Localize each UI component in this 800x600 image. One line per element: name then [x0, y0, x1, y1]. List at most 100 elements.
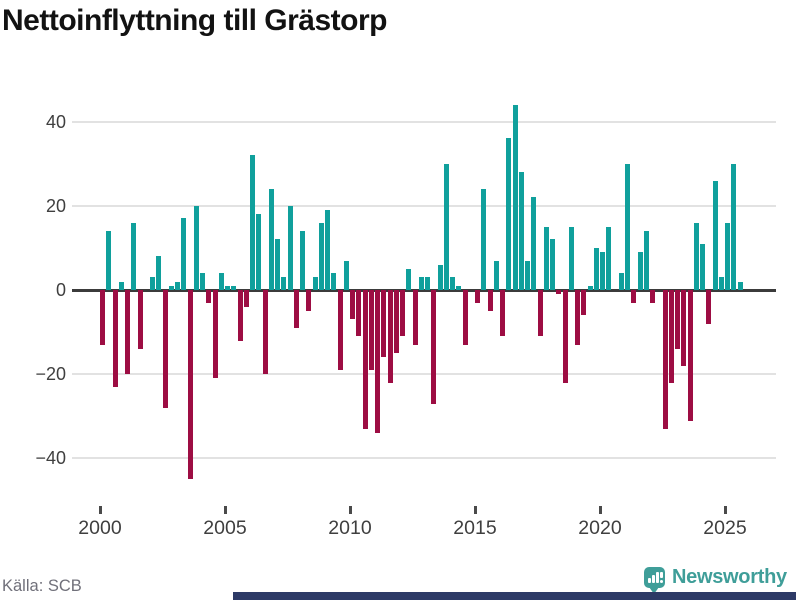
logo-bubble-tail — [649, 587, 659, 594]
x-tick-mark — [224, 506, 227, 514]
bar — [325, 210, 330, 290]
newsworthy-logo[interactable]: Newsworthy — [644, 566, 794, 594]
bar — [543, 226, 549, 290]
y-tick-label: 20 — [45, 195, 66, 216]
bar — [300, 231, 305, 290]
x-tick-mark — [599, 506, 602, 514]
bar — [668, 290, 674, 383]
bar — [593, 247, 599, 290]
x-tick-mark — [724, 506, 727, 514]
bar — [731, 163, 737, 290]
bar — [356, 290, 362, 337]
bar — [556, 290, 562, 295]
x-tick-label: 2025 — [703, 517, 747, 539]
bar — [425, 277, 430, 290]
bar — [550, 239, 555, 290]
x-tick-label: 2015 — [453, 517, 497, 539]
bar — [606, 226, 612, 290]
bar — [525, 260, 530, 290]
bar — [512, 104, 518, 290]
bar — [625, 163, 630, 290]
bar — [137, 290, 143, 349]
gridline — [72, 457, 776, 460]
bar — [200, 273, 205, 290]
bar — [506, 138, 512, 290]
bar — [462, 290, 468, 345]
logo-chart-bar-icon — [652, 575, 655, 583]
bar — [268, 188, 274, 290]
bar — [400, 290, 405, 337]
bar — [687, 290, 693, 421]
bar — [112, 290, 118, 387]
x-tick-label: 2000 — [78, 517, 122, 539]
bar — [343, 260, 349, 290]
bar — [281, 277, 287, 290]
bar — [231, 285, 237, 290]
bar — [443, 163, 449, 290]
bar — [181, 218, 187, 290]
bar — [337, 290, 343, 370]
bar — [562, 290, 568, 383]
bar — [262, 290, 268, 375]
bar — [100, 290, 105, 345]
bar — [331, 273, 337, 290]
bar — [618, 273, 624, 290]
bar — [362, 290, 368, 429]
y-tick-label: 40 — [45, 111, 66, 132]
bar — [418, 277, 424, 290]
bar — [406, 268, 412, 290]
logo-exclamation-icon — [660, 572, 663, 578]
bar — [393, 290, 399, 354]
bar — [118, 281, 124, 290]
bar — [737, 281, 743, 290]
x-tick-mark — [99, 506, 102, 514]
bar — [518, 172, 524, 290]
bar — [162, 290, 168, 408]
bar — [131, 222, 137, 290]
newsworthy-bubble-icon — [644, 567, 665, 588]
logo-exclamation-dot-icon — [660, 580, 663, 583]
bar — [681, 290, 687, 366]
x-tick-mark — [349, 506, 352, 514]
plot-area: 40 20 0 −20 −40 2000 2005 2010 2015 2020 2025 — [35, 104, 776, 539]
bar — [287, 205, 293, 290]
bar — [725, 222, 730, 290]
bar — [256, 214, 262, 290]
bar — [712, 180, 718, 290]
bar — [387, 290, 393, 383]
bar — [306, 290, 312, 312]
bar — [575, 290, 580, 345]
bar — [706, 290, 712, 324]
bar — [450, 277, 455, 290]
y-tick-label: −20 — [35, 364, 66, 385]
bar — [693, 222, 699, 290]
bar — [718, 277, 724, 290]
bar — [437, 264, 443, 290]
bar — [275, 239, 280, 290]
bar — [293, 290, 299, 328]
logo-chart-bar-icon — [648, 578, 651, 583]
bar — [368, 290, 374, 370]
bar — [225, 285, 230, 290]
bar — [206, 290, 212, 303]
y-tick-label: 0 — [55, 280, 66, 300]
bar — [481, 188, 487, 290]
bar — [375, 290, 380, 434]
bar — [587, 285, 593, 290]
bar — [150, 277, 155, 290]
bar — [237, 290, 243, 341]
zero-axis-line — [72, 288, 776, 292]
x-tick-label: 2005 — [203, 517, 247, 539]
bar — [318, 222, 324, 290]
bar — [487, 290, 493, 312]
bar — [156, 256, 162, 290]
bar — [193, 205, 199, 290]
horizontal-scrollbar-thumb[interactable] — [233, 592, 796, 600]
newsworthy-wordmark: Newsworthy — [672, 566, 787, 588]
x-tick-label: 2010 — [328, 517, 372, 539]
bar — [637, 252, 643, 290]
bar — [600, 252, 605, 290]
bar — [662, 290, 668, 429]
bar — [500, 290, 505, 337]
